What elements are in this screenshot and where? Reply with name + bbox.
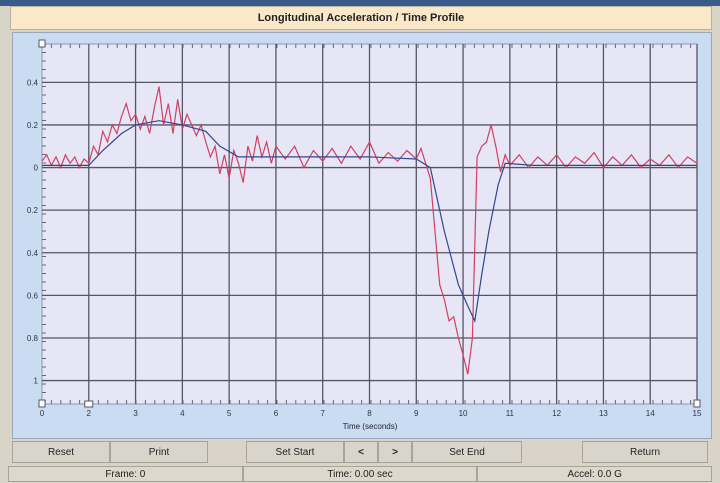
center-button-group: Set Start < > Set End [246,441,522,463]
range-end-handle [693,399,701,408]
acceleration-chart[interactable]: 0.40.200.20.40.60.810 2 3 4 5 6 7 8 9 10 11 12 13 14 1… [0,0,720,440]
window-chrome [0,0,720,6]
x-tick-label: 11 [506,409,515,418]
x-tick-label: 13 [599,409,608,418]
y-tick-label: 0.8 [27,334,39,343]
range-start-handle [38,39,46,48]
y-tick-label: 0.2 [27,206,39,215]
series-line-smoothed [42,120,697,323]
x-tick-label: 5 [227,409,232,418]
x-tick-label: 4 [180,409,185,418]
return-button[interactable]: Return [582,441,708,463]
x-tick-label: 3 [133,409,138,418]
reset-button[interactable]: Reset [12,441,110,463]
y-tick-label: 1 [34,377,39,386]
next-button[interactable]: > [378,441,412,463]
x-tick-label: 7 [320,409,325,418]
right-button-group: Return [582,441,708,463]
cursor-handle [84,400,94,408]
prev-button[interactable]: < [344,441,378,463]
x-tick-label: 8 [367,409,372,418]
x-tick-label: 0 [40,409,45,418]
set-start-button[interactable]: Set Start [246,441,344,463]
x-tick-label: 9 [414,409,419,418]
x-axis-label: Time (seconds) [343,422,398,431]
x-tick-label: 15 [693,409,702,418]
set-end-button[interactable]: Set End [412,441,522,463]
range-bottom-handle [38,399,46,408]
x-tick-label: 2 [87,409,92,418]
x-tick-label: 10 [459,409,468,418]
chart-title: Longitudinal Acceleration / Time Profile [10,6,712,30]
print-button[interactable]: Print [110,441,208,463]
x-tick-label: 12 [552,409,561,418]
y-tick-label: 0.4 [27,249,39,258]
y-tick-label: 0.6 [27,291,39,300]
y-tick-label: 0.2 [27,121,39,130]
left-button-group: Reset Print [12,441,208,463]
x-tick-label: 6 [274,409,279,418]
y-tick-label: 0 [34,164,39,173]
y-tick-label: 0.4 [27,78,39,87]
x-tick-label: 14 [646,409,655,418]
